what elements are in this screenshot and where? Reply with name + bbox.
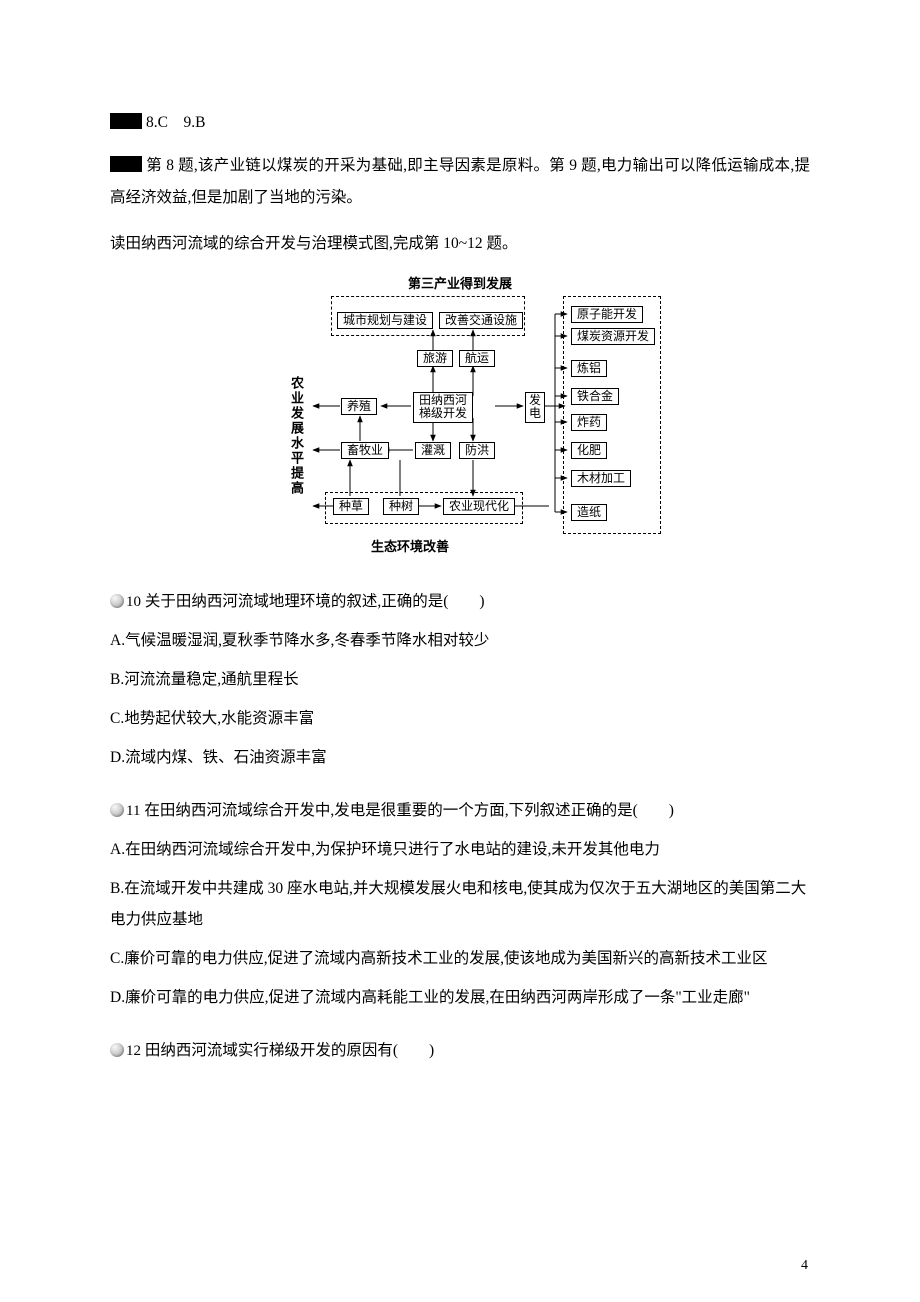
question-11: 11 在田纳西河流域综合开发中,发电是很重要的一个方面,下列叙述正确的是( ) … — [110, 795, 810, 1013]
box-agmod: 农业现代化 — [443, 498, 515, 516]
box-fertilizer: 化肥 — [571, 442, 607, 460]
option-d: D.廉价可靠的电力供应,促进了流域内高耗能工业的发展,在田纳西河两岸形成了一条"… — [110, 982, 810, 1013]
option-d: D.流域内煤、铁、石油资源丰富 — [110, 742, 810, 773]
box-coal: 煤炭资源开发 — [571, 328, 655, 346]
box-urban: 城市规划与建设 — [337, 312, 433, 330]
question-number: 12 — [126, 1043, 141, 1059]
page-number: 4 — [801, 1258, 808, 1274]
document-page: 8.C 9.B 第 8 题,该产业链以煤炭的开采为基础,即主导因素是原料。第 9… — [0, 0, 920, 1302]
question-number: 11 — [126, 803, 140, 819]
box-paper: 造纸 — [571, 504, 607, 522]
option-b: B.河流流量稳定,通航里程长 — [110, 664, 810, 695]
bullet-icon — [110, 594, 124, 608]
answers-text: 8.C 9.B — [146, 110, 205, 132]
question-text: 在田纳西河流域综合开发中,发电是很重要的一个方面,下列叙述正确的是( ) — [144, 802, 674, 819]
option-c: C.地势起伏较大,水能资源丰富 — [110, 703, 810, 734]
box-power: 发 电 — [525, 392, 545, 424]
explanation-text: 第 8 题,该产业链以煤炭的开采为基础,即主导因素是原料。第 9 题,电力输出可… — [110, 157, 810, 206]
bullet-icon — [110, 803, 124, 817]
question-stem: 10 关于田纳西河流域地理环境的叙述,正确的是( ) — [110, 586, 810, 617]
box-irrigation: 灌溉 — [415, 442, 451, 460]
question-number: 10 — [126, 594, 141, 610]
question-10: 10 关于田纳西河流域地理环境的叙述,正确的是( ) A.气候温暖湿润,夏秋季节… — [110, 586, 810, 773]
box-livestock: 畜牧业 — [341, 442, 389, 460]
explanation-block: 第 8 题,该产业链以煤炭的开采为基础,即主导因素是原料。第 9 题,电力输出可… — [110, 150, 810, 214]
answer-line: 8.C 9.B — [110, 110, 810, 132]
box-ferroalloy: 铁合金 — [571, 388, 619, 406]
question-text: 田纳西河流域实行梯级开发的原因有( ) — [145, 1042, 434, 1059]
box-flood: 防洪 — [459, 442, 495, 460]
question-stem: 11 在田纳西河流域综合开发中,发电是很重要的一个方面,下列叙述正确的是( ) — [110, 795, 810, 826]
redaction-box — [110, 156, 142, 172]
box-grass: 种草 — [333, 498, 369, 516]
box-atomic: 原子能开发 — [571, 306, 643, 324]
box-wood: 木材加工 — [571, 470, 631, 488]
box-transport: 改善交通设施 — [439, 312, 523, 330]
diagram-intro: 读田纳西河流域的综合开发与治理模式图,完成第 10~12 题。 — [110, 228, 810, 259]
box-explosive: 炸药 — [571, 414, 607, 432]
box-aluminum: 炼铝 — [571, 360, 607, 378]
box-shipping: 航运 — [459, 350, 495, 368]
redaction-box — [110, 113, 142, 129]
box-trees: 种树 — [383, 498, 419, 516]
option-c: C.廉价可靠的电力供应,促进了流域内高新技术工业的发展,使该地成为美国新兴的高新… — [110, 943, 810, 974]
box-farming: 养殖 — [341, 398, 377, 416]
option-b: B.在流域开发中共建成 30 座水电站,并大规模发展火电和核电,使其成为仅次于五… — [110, 873, 810, 935]
question-text: 关于田纳西河流域地理环境的叙述,正确的是( ) — [145, 593, 485, 610]
question-12: 12 田纳西河流域实行梯级开发的原因有( ) — [110, 1035, 810, 1066]
box-tennessee: 田纳西河 梯级开发 — [413, 392, 473, 424]
box-tourism: 旅游 — [417, 350, 453, 368]
tennessee-diagram: 第三产业得到发展 — [255, 273, 665, 556]
option-a: A.气候温暖湿润,夏秋季节降水多,冬春季节降水相对较少 — [110, 625, 810, 656]
question-stem: 12 田纳西河流域实行梯级开发的原因有( ) — [110, 1035, 810, 1066]
bullet-icon — [110, 1043, 124, 1057]
option-a: A.在田纳西河流域综合开发中,为保护环境只进行了水电站的建设,未开发其他电力 — [110, 834, 810, 865]
diagram-body: 农业发展水平提高 城市规划与建设 改善交通设施 旅游 航运 养殖 田纳西河 梯级… — [255, 296, 665, 556]
diagram-top-title: 第三产业得到发展 — [255, 273, 665, 292]
